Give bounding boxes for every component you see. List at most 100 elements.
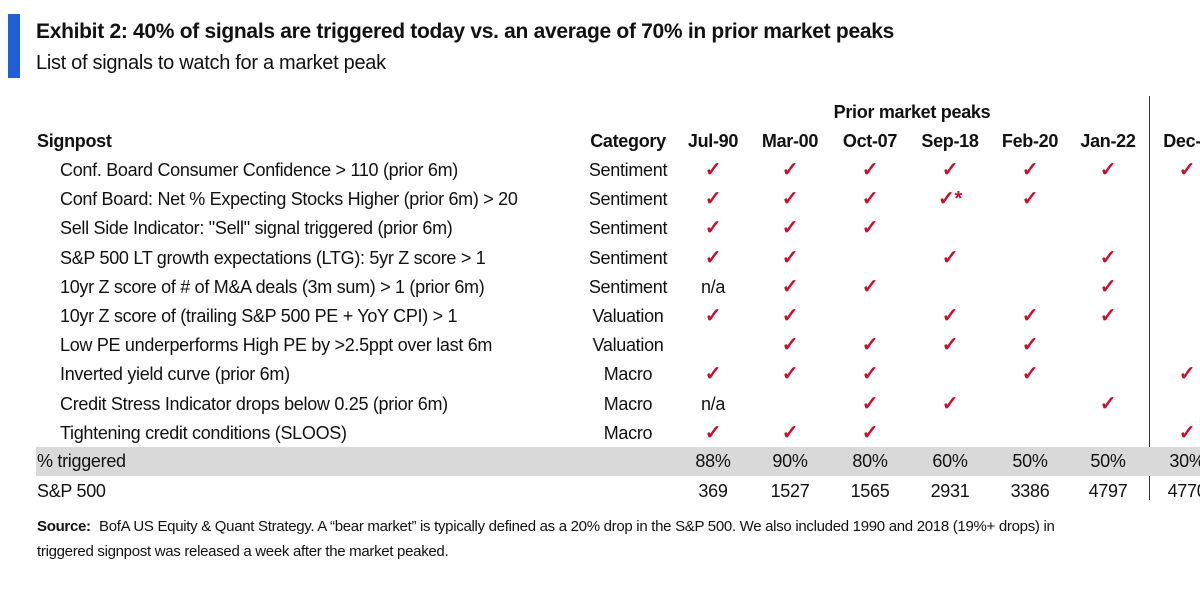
summary-cell: 1565 <box>850 481 890 501</box>
cell: ✓ <box>861 188 879 211</box>
summary-band <box>36 447 1200 476</box>
cell: ✓ <box>1021 334 1039 357</box>
category: Sentiment <box>588 218 668 239</box>
cell: ✓ <box>941 334 959 357</box>
cell: ✓ <box>1021 159 1039 181</box>
summary-cell: 30% <box>1169 451 1200 471</box>
signpost-header: Signpost <box>37 131 112 151</box>
cell: ✓ <box>861 159 879 181</box>
footnote-text: BofA US Equity & Quant Strategy. A “bear… <box>99 518 1055 535</box>
category: Valuation <box>592 306 664 326</box>
signpost: Credit Stress Indicator drops below 0.25… <box>60 393 448 414</box>
accent-bar <box>8 14 20 78</box>
column-header: Oct-07 <box>842 131 898 151</box>
summary-label: S&P 500 <box>37 481 106 501</box>
cell: ✓* <box>938 188 962 211</box>
cell: ✓ <box>781 188 799 211</box>
category: Sentiment <box>588 160 668 180</box>
signpost: Conf Board: Net % Expecting Stocks Highe… <box>60 189 518 210</box>
cell: ✓ <box>781 305 799 327</box>
column-header: Dec-2 <box>1163 131 1200 151</box>
summary-cell: 88% <box>695 451 731 471</box>
signpost: Low PE underperforms High PE by >2.5ppt … <box>60 335 493 356</box>
cell: ✓ <box>1178 421 1196 444</box>
summary-cell: 4797 <box>1088 481 1128 501</box>
cell: ✓ <box>941 392 959 415</box>
category: Macro <box>603 364 653 385</box>
category: Sentiment <box>588 247 668 268</box>
cell: ✓ <box>781 246 799 269</box>
cell: ✓ <box>781 334 799 357</box>
cell: ✓ <box>1178 363 1196 386</box>
signpost: Sell Side Indicator: "Sell" signal trigg… <box>60 218 453 239</box>
summary-cell: 3386 <box>1010 481 1050 501</box>
cell: ✓ <box>704 363 722 386</box>
cell: ✓ <box>861 392 879 415</box>
summary-cell: 50% <box>1012 451 1048 471</box>
column-header: Mar-00 <box>761 131 819 151</box>
summary-cell: 2931 <box>930 481 970 501</box>
cell: ✓ <box>861 421 879 444</box>
cell: ✓ <box>861 334 879 357</box>
cell: ✓ <box>704 246 722 269</box>
cell: ✓ <box>941 305 959 327</box>
cell: n/a <box>700 276 726 297</box>
summary-cell: 80% <box>852 451 888 471</box>
cell: ✓ <box>781 363 799 386</box>
cell: ✓ <box>704 421 722 444</box>
cell: ✓ <box>941 246 959 269</box>
cell: ✓ <box>941 159 959 181</box>
category: Macro <box>603 422 653 443</box>
cell: ✓ <box>704 217 722 240</box>
cell: ✓ <box>861 217 879 240</box>
cell: ✓ <box>861 363 879 386</box>
title: Exhibit 2: 40% of signals are triggered … <box>36 20 894 43</box>
cell: ✓ <box>1099 392 1117 415</box>
signpost: Tightening credit conditions (SLOOS) <box>60 422 347 443</box>
cell: ✓ <box>704 188 722 211</box>
cell: ✓ <box>861 275 879 298</box>
divider <box>1149 96 1150 500</box>
cell: ✓ <box>1099 305 1117 327</box>
signpost: S&P 500 LT growth expectations (LTG): 5y… <box>60 247 486 268</box>
summary-cell: 369 <box>698 481 728 501</box>
cell: ✓ <box>781 421 799 444</box>
summary-cell: 1527 <box>770 481 810 501</box>
column-header: Sep-18 <box>921 131 979 151</box>
cell: ✓ <box>1178 159 1196 181</box>
footnote-label: Source: <box>37 518 91 535</box>
footnote-text: triggered signpost was released a week a… <box>37 543 449 560</box>
cell: ✓ <box>1099 246 1117 269</box>
column-header: Feb-20 <box>1001 131 1059 151</box>
cell: ✓ <box>781 217 799 240</box>
summary-label: % triggered <box>37 451 126 471</box>
signpost: 10yr Z score of (trailing S&P 500 PE + Y… <box>60 306 458 326</box>
cell: ✓ <box>781 275 799 298</box>
summary-cell: 60% <box>932 451 968 471</box>
category: Valuation <box>592 335 664 356</box>
summary-cell: 50% <box>1090 451 1126 471</box>
signpost: Inverted yield curve (prior 6m) <box>60 364 290 385</box>
summary-cell: 4770 <box>1167 481 1200 501</box>
group-header: Prior market peaks <box>833 102 991 122</box>
column-header: Jul-90 <box>687 131 739 151</box>
cell: ✓ <box>781 159 799 181</box>
category: Macro <box>603 393 653 414</box>
cell: ✓ <box>704 159 722 181</box>
category-header: Category <box>590 131 666 151</box>
cell: n/a <box>700 393 726 414</box>
cell: ✓ <box>1099 159 1117 181</box>
signpost: Conf. Board Consumer Confidence > 110 (p… <box>60 160 458 180</box>
signpost: 10yr Z score of # of M&A deals (3m sum) … <box>60 276 485 297</box>
category: Sentiment <box>588 276 668 297</box>
column-header: Jan-22 <box>1080 131 1136 151</box>
subtitle: List of signals to watch for a market pe… <box>36 52 386 74</box>
cell: ✓ <box>1021 363 1039 386</box>
cell: ✓ <box>1021 188 1039 211</box>
cell: ✓ <box>1021 305 1039 327</box>
cell: ✓ <box>704 305 722 327</box>
category: Sentiment <box>588 189 668 210</box>
summary-cell: 90% <box>772 451 808 471</box>
cell: ✓ <box>1099 275 1117 298</box>
